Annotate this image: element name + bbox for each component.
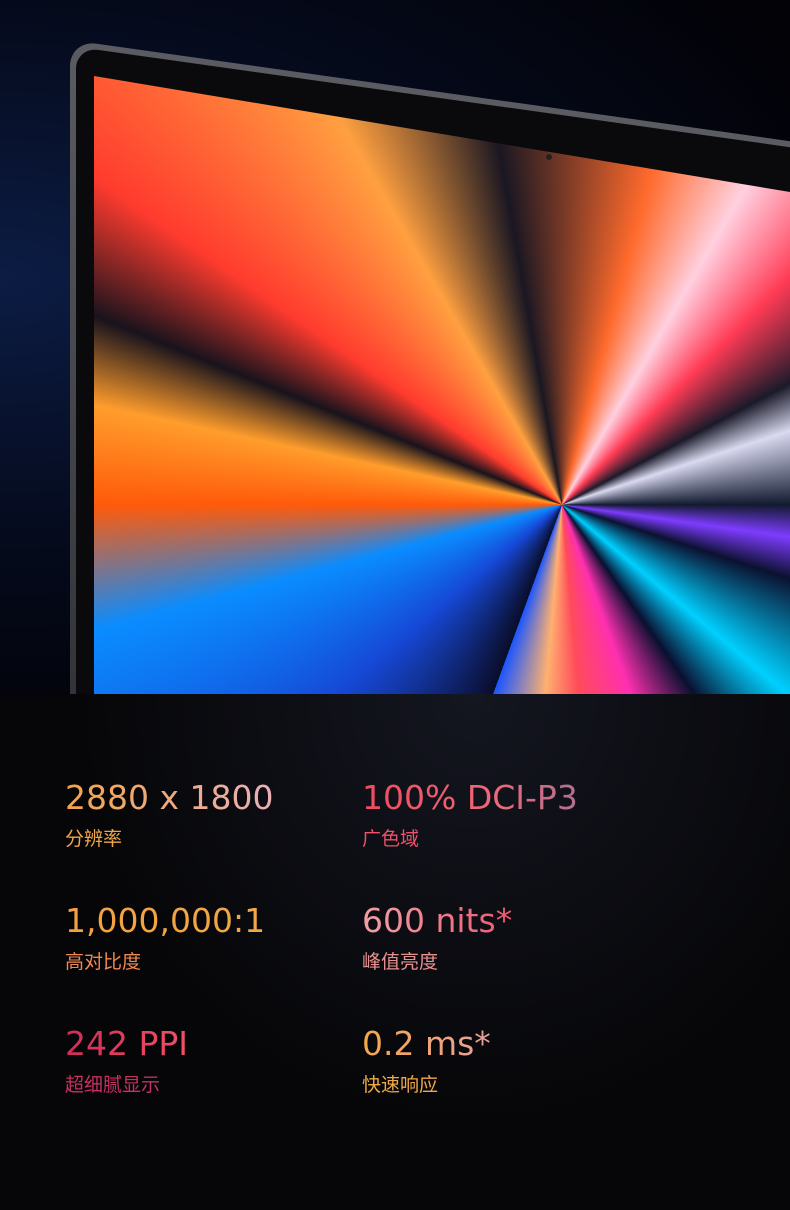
spec-label: 分辨率 <box>65 828 123 850</box>
spec-value: 600 nits* <box>362 901 513 940</box>
laptop-hero-image <box>0 0 790 694</box>
spec-label: 快速响应 <box>362 1074 439 1096</box>
spec-label: 高对比度 <box>65 951 142 973</box>
laptop-screen-wallpaper <box>94 76 790 694</box>
spec-value: 242 PPI <box>65 1024 189 1063</box>
spec-value: 1,000,000:1 <box>65 901 266 940</box>
spec-color-gamut: 100% DCI-P3 广色域 <box>362 778 578 851</box>
spec-brightness: 600 nits* 峰值亮度 <box>362 901 512 974</box>
spec-value: 100% DCI-P3 <box>362 778 578 817</box>
spec-value: 2880 x 1800 <box>65 778 274 817</box>
spec-ppi: 242 PPI 超细腻显示 <box>65 1024 188 1097</box>
spec-label: 广色域 <box>362 828 420 850</box>
spec-value: 0.2 ms* <box>362 1024 491 1063</box>
spec-response-time: 0.2 ms* 快速响应 <box>362 1024 491 1097</box>
camera-icon <box>546 154 552 160</box>
spec-resolution: 2880 x 1800 分辨率 <box>65 778 273 851</box>
spec-label: 超细腻显示 <box>65 1074 161 1096</box>
display-specs: 2880 x 1800 分辨率 100% DCI-P3 广色域 1,000,00… <box>0 694 790 1210</box>
spec-contrast: 1,000,000:1 高对比度 <box>65 901 265 974</box>
spec-label: 峰值亮度 <box>362 951 439 973</box>
